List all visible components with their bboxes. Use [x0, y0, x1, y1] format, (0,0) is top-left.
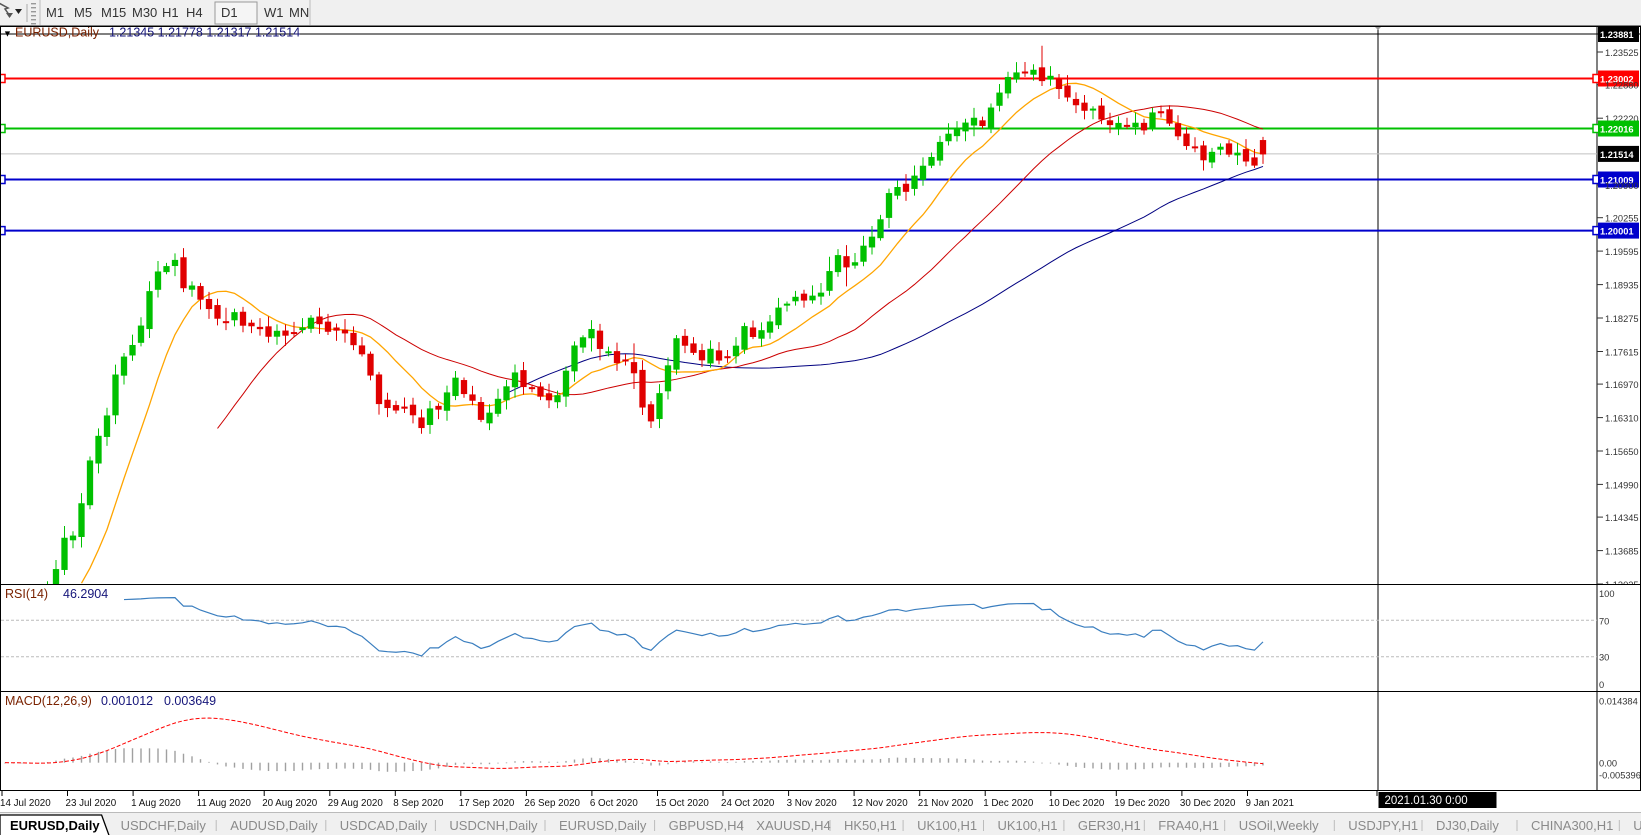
svg-text:30: 30 [1599, 653, 1609, 663]
svg-text:D1: D1 [221, 5, 238, 20]
svg-text:1.22016: 1.22016 [1600, 125, 1634, 135]
svg-text:XAUUSD,H4: XAUUSD,H4 [756, 818, 830, 833]
svg-text:0.003649: 0.003649 [164, 694, 216, 708]
svg-text:20 Aug 2020: 20 Aug 2020 [262, 798, 318, 809]
svg-text:15 Oct 2020: 15 Oct 2020 [656, 798, 710, 809]
svg-text:W1: W1 [264, 5, 284, 20]
svg-text:RSI(14): RSI(14) [5, 587, 48, 601]
svg-text:1 Dec 2020: 1 Dec 2020 [983, 798, 1034, 809]
svg-text:1.21345 1.21778 1.21317 1.2151: 1.21345 1.21778 1.21317 1.21514 [109, 27, 300, 40]
svg-text:M30: M30 [132, 5, 157, 20]
svg-text:-0.005396: -0.005396 [1599, 770, 1641, 780]
svg-text:0.00: 0.00 [1599, 759, 1617, 769]
svg-text:USDCHF,Daily: USDCHF,Daily [121, 818, 207, 833]
svg-text:UK100,H1: UK100,H1 [998, 818, 1058, 833]
svg-text:0.001012: 0.001012 [101, 694, 153, 708]
svg-text:1.21514: 1.21514 [1600, 150, 1634, 160]
svg-text:3 Nov 2020: 3 Nov 2020 [787, 798, 838, 809]
svg-text:10 Dec 2020: 10 Dec 2020 [1049, 798, 1105, 809]
svg-text:1.14345: 1.14345 [1605, 513, 1639, 523]
svg-text:1.13685: 1.13685 [1605, 547, 1639, 557]
svg-text:1.22880: 1.22880 [1605, 81, 1639, 91]
svg-text:30 Dec 2020: 30 Dec 2020 [1180, 798, 1236, 809]
svg-text:▼: ▼ [3, 29, 12, 39]
svg-text:USOil,Weekly: USOil,Weekly [1239, 818, 1319, 833]
svg-text:17 Sep 2020: 17 Sep 2020 [459, 798, 515, 809]
svg-text:MN: MN [289, 5, 309, 20]
svg-text:USDJPY,H1: USDJPY,H1 [1348, 818, 1418, 833]
svg-text:GER30,H1: GER30,H1 [1078, 818, 1141, 833]
svg-text:1.18935: 1.18935 [1605, 281, 1639, 291]
svg-text:USDCNH,Daily: USDCNH,Daily [449, 818, 538, 833]
svg-text:M5: M5 [74, 5, 92, 20]
svg-text:1.20900: 1.20900 [1605, 181, 1639, 191]
svg-text:FRA40,H1: FRA40,H1 [1158, 818, 1219, 833]
svg-text:1.20001: 1.20001 [1600, 227, 1634, 237]
svg-text:9 Jan 2021: 9 Jan 2021 [1246, 798, 1294, 809]
svg-text:CHINA300,H1: CHINA300,H1 [1531, 818, 1613, 833]
svg-text:EURUSD,Daily: EURUSD,Daily [10, 818, 100, 833]
svg-text:1.16310: 1.16310 [1605, 414, 1639, 424]
svg-text:12 Nov 2020: 12 Nov 2020 [852, 798, 908, 809]
svg-text:19 Dec 2020: 19 Dec 2020 [1114, 798, 1170, 809]
svg-text:GBPUSD,H4: GBPUSD,H4 [669, 818, 744, 833]
svg-text:26 Sep 2020: 26 Sep 2020 [524, 798, 580, 809]
svg-text:DJ30,Daily: DJ30,Daily [1436, 818, 1499, 833]
svg-text:6 Oct 2020: 6 Oct 2020 [590, 798, 638, 809]
svg-text:1.23525: 1.23525 [1605, 48, 1639, 58]
svg-text:H4: H4 [186, 5, 203, 20]
svg-text:24 Oct 2020: 24 Oct 2020 [721, 798, 775, 809]
svg-text:21 Nov 2020: 21 Nov 2020 [918, 798, 974, 809]
svg-text:USOil,: USOil, [1633, 818, 1641, 833]
svg-text:8 Sep 2020: 8 Sep 2020 [393, 798, 444, 809]
svg-text:HK50,H1: HK50,H1 [844, 818, 897, 833]
svg-text:1.14990: 1.14990 [1605, 480, 1639, 490]
svg-text:EURUSD,Daily: EURUSD,Daily [559, 818, 647, 833]
svg-text:M1: M1 [46, 5, 64, 20]
svg-text:1.18275: 1.18275 [1605, 314, 1639, 324]
svg-text:11 Aug 2020: 11 Aug 2020 [197, 798, 252, 809]
svg-text:EURUSD,Daily: EURUSD,Daily [15, 27, 100, 40]
svg-text:MACD(12,26,9): MACD(12,26,9) [5, 694, 92, 708]
svg-text:UK100,H1: UK100,H1 [917, 818, 977, 833]
svg-text:1.19595: 1.19595 [1605, 247, 1639, 257]
svg-text:100: 100 [1599, 589, 1615, 599]
svg-text:1.17615: 1.17615 [1605, 348, 1639, 358]
svg-text:USDCAD,Daily: USDCAD,Daily [340, 818, 428, 833]
svg-text:1 Aug 2020: 1 Aug 2020 [131, 798, 181, 809]
svg-text:70: 70 [1599, 616, 1609, 626]
svg-text:1.15650: 1.15650 [1605, 447, 1639, 457]
svg-text:2021.01.30 0:00: 2021.01.30 0:00 [1385, 795, 1468, 807]
svg-text:29 Aug 2020: 29 Aug 2020 [328, 798, 384, 809]
svg-text:1.16970: 1.16970 [1605, 380, 1639, 390]
svg-text:14 Jul 2020: 14 Jul 2020 [0, 798, 51, 809]
svg-text:1.20255: 1.20255 [1605, 214, 1639, 224]
svg-text:0: 0 [1599, 680, 1604, 690]
svg-text:46.2904: 46.2904 [63, 587, 108, 601]
svg-text:23 Jul 2020: 23 Jul 2020 [66, 798, 117, 809]
svg-text:1.23881: 1.23881 [1600, 30, 1634, 40]
svg-text:0.014384: 0.014384 [1599, 697, 1638, 707]
svg-text:M15: M15 [101, 5, 126, 20]
svg-text:H1: H1 [162, 5, 179, 20]
svg-text:AUDUSD,Daily: AUDUSD,Daily [230, 818, 318, 833]
